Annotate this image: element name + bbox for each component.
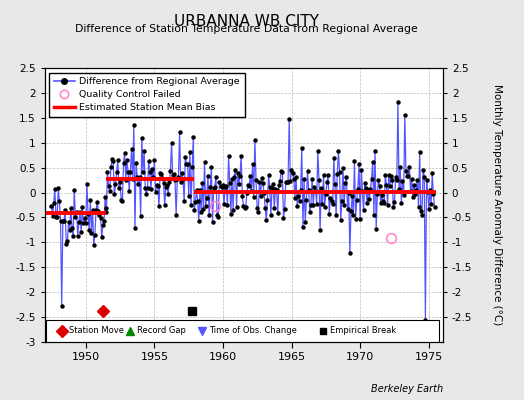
Text: Empirical Break: Empirical Break <box>330 326 397 335</box>
Y-axis label: Monthly Temperature Anomaly Difference (°C): Monthly Temperature Anomaly Difference (… <box>492 84 501 326</box>
Text: Time of Obs. Change: Time of Obs. Change <box>209 326 297 335</box>
Text: Station Move: Station Move <box>69 326 124 335</box>
Text: Berkeley Earth: Berkeley Earth <box>370 384 443 394</box>
Text: Difference of Station Temperature Data from Regional Average: Difference of Station Temperature Data f… <box>75 24 418 34</box>
FancyBboxPatch shape <box>46 320 439 342</box>
Text: URBANNA WB CITY: URBANNA WB CITY <box>174 14 319 29</box>
Text: Record Gap: Record Gap <box>137 326 185 335</box>
Legend: Difference from Regional Average, Quality Control Failed, Estimated Station Mean: Difference from Regional Average, Qualit… <box>49 73 245 117</box>
